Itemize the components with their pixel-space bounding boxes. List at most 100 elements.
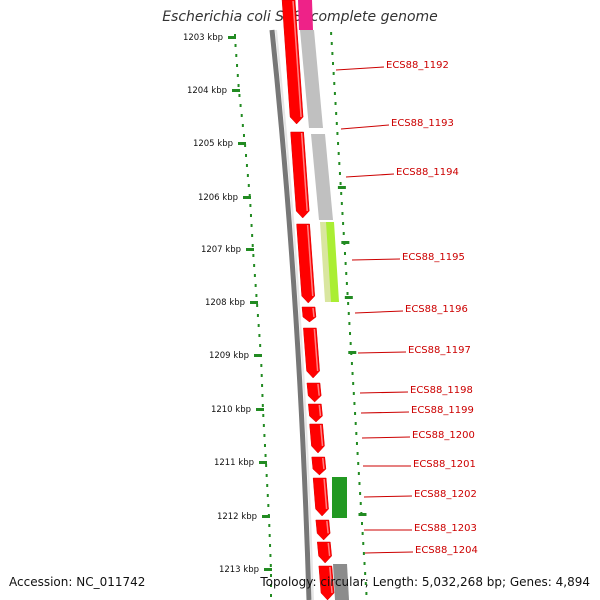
scale-dot xyxy=(246,174,249,177)
ring-dot xyxy=(342,232,345,235)
ring-dot xyxy=(333,82,336,85)
accession-label: Accession: NC_011742 xyxy=(9,575,146,589)
cds-arrow-shine xyxy=(318,404,322,417)
scale-dot xyxy=(269,544,272,547)
scale-tick-label: 1210 kbp xyxy=(211,405,251,415)
gene-label: ECS88_1192 xyxy=(386,60,449,71)
ring-dot xyxy=(351,372,354,375)
scale-dot xyxy=(239,104,242,107)
scale-tick-label: 1213 kbp xyxy=(219,565,259,575)
gene-label: ECS88_1203 xyxy=(414,523,477,534)
ring-dot xyxy=(347,302,350,305)
ring-dot xyxy=(344,262,347,265)
ring-dot xyxy=(353,402,356,405)
ring-dot xyxy=(358,482,361,485)
scale-dot xyxy=(270,594,272,597)
ring-dot xyxy=(339,182,342,185)
scale-dot xyxy=(264,454,267,457)
cds-arrow-shine xyxy=(319,424,324,447)
ring-tick xyxy=(348,351,357,354)
scale-dot xyxy=(256,304,259,307)
scale-dot xyxy=(265,464,268,467)
scale-dot xyxy=(241,124,244,127)
scale-dot xyxy=(250,224,253,227)
ring-dot xyxy=(336,132,339,135)
scale-dot xyxy=(234,34,236,37)
feature-segment-grey-dark xyxy=(333,564,349,600)
scale-dot xyxy=(269,564,272,567)
ring-tick xyxy=(358,513,367,516)
ring-dot xyxy=(357,462,360,465)
scale-dot xyxy=(262,424,265,427)
scale-dot xyxy=(252,254,255,257)
scale-dot xyxy=(245,154,248,157)
scale-tick xyxy=(243,196,251,199)
ring-dot xyxy=(359,502,362,505)
scale-tick-label: 1203 kbp xyxy=(183,33,223,43)
cds-arrow xyxy=(290,131,310,219)
scale-dot xyxy=(256,314,259,317)
ring-dot xyxy=(338,162,341,165)
scale-dot xyxy=(235,54,238,57)
gene-label: ECS88_1198 xyxy=(410,385,473,396)
scale-dot xyxy=(265,474,268,477)
ring-dot xyxy=(332,62,335,65)
ring-dot xyxy=(365,592,368,595)
ring-dot xyxy=(340,202,343,205)
ring-dot xyxy=(335,122,338,125)
scale-dot xyxy=(268,534,271,537)
scale-dot xyxy=(268,524,271,527)
gene-label: ECS88_1197 xyxy=(408,345,471,356)
ring-tick xyxy=(344,296,353,299)
scale-dot xyxy=(251,234,254,237)
scale-dot xyxy=(253,264,256,267)
ring-dot xyxy=(364,582,367,585)
scale-tick xyxy=(254,354,262,357)
scale-dot xyxy=(236,74,239,77)
ring-dot xyxy=(345,272,348,275)
scale-dot xyxy=(247,184,250,187)
ring-dot xyxy=(356,452,359,455)
ring-dot xyxy=(347,312,350,315)
gene-leader-line xyxy=(361,436,411,439)
gene-leader-line xyxy=(345,173,395,178)
genome-backbone-highlight xyxy=(275,29,314,600)
cds-arrow-shine xyxy=(326,520,329,534)
scale-dot xyxy=(234,44,237,47)
scale-dot xyxy=(257,324,260,327)
ring-dot xyxy=(349,332,352,335)
scale-dot xyxy=(261,394,264,397)
ring-dot xyxy=(343,252,346,255)
gene-leader-line xyxy=(351,258,401,261)
scale-dot xyxy=(251,244,254,247)
gene-leader-line xyxy=(360,411,410,414)
scale-dot xyxy=(242,134,245,137)
ring-dot xyxy=(355,432,358,435)
genome-backbone-line xyxy=(269,29,312,600)
cds-arrow-shine xyxy=(329,566,333,594)
scale-dot xyxy=(258,334,261,337)
cds-arrow-shine xyxy=(322,457,325,470)
scale-dot xyxy=(261,404,264,407)
scale-dot xyxy=(236,64,239,67)
scale-tick xyxy=(250,301,258,304)
scale-tick-label: 1209 kbp xyxy=(209,351,249,361)
gene-label: ECS88_1199 xyxy=(411,405,474,416)
ring-dot xyxy=(350,362,353,365)
ring-tick xyxy=(337,186,346,189)
scale-dot xyxy=(261,384,264,387)
scale-dot xyxy=(249,204,252,207)
scale-dot xyxy=(253,274,256,277)
gene-label: ECS88_1201 xyxy=(413,459,476,470)
ring-dot xyxy=(341,212,344,215)
ring-dot xyxy=(361,532,364,535)
cds-arrow-shine xyxy=(327,542,331,557)
scale-dot xyxy=(240,114,243,117)
feature-segment-grey xyxy=(300,30,323,128)
ring-dot xyxy=(346,292,349,295)
scale-tick-label: 1204 kbp xyxy=(187,86,227,96)
ring-dot xyxy=(331,52,334,55)
gene-label: ECS88_1202 xyxy=(414,489,477,500)
scale-dot xyxy=(259,344,262,347)
